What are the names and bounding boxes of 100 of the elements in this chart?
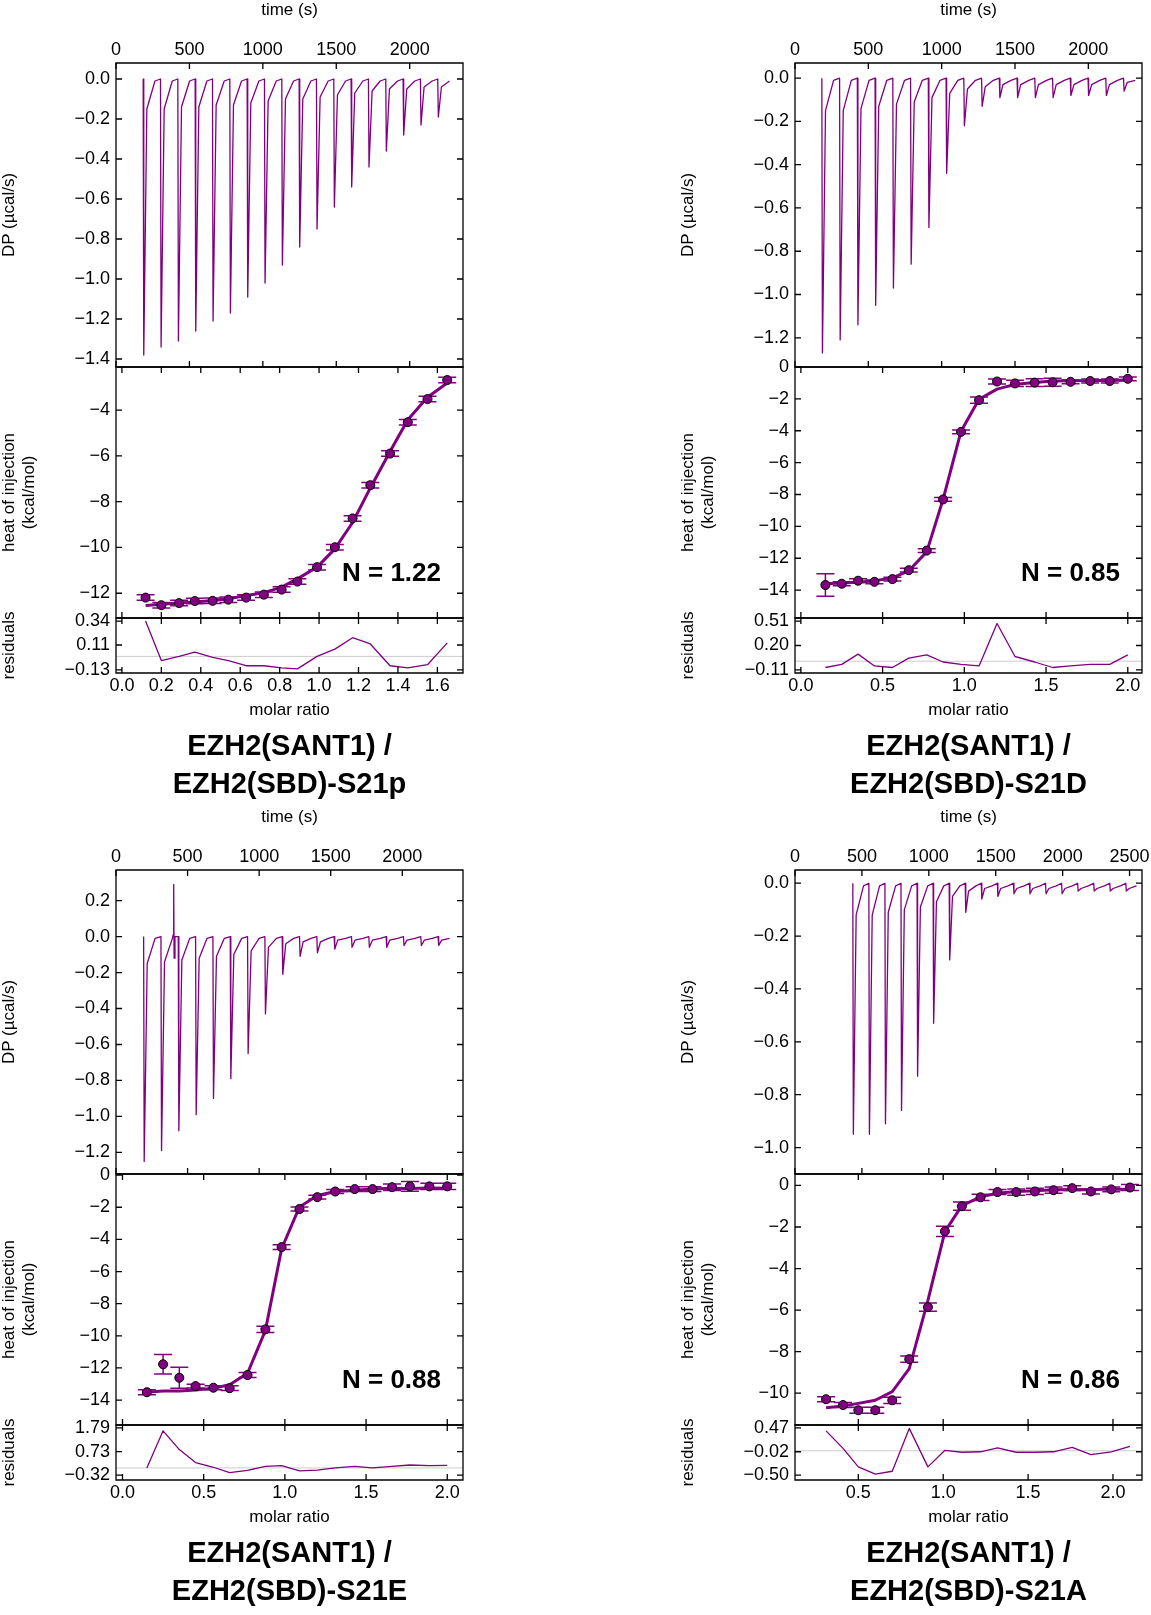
y-tick-label: 0.34 — [74, 610, 110, 631]
x-tick-label: 1.5 — [1015, 1481, 1041, 1502]
x-axis-title: molar ratio — [928, 700, 1009, 720]
point — [349, 1184, 360, 1195]
point — [442, 375, 453, 386]
y-axis-title: residuals — [678, 1418, 698, 1487]
text: EZH2(SANT1) / EZH2(SBD)-S21D — [849, 728, 1088, 801]
point — [424, 1181, 435, 1192]
x-tick-label: 2.0 — [434, 1481, 460, 1502]
y-tick-label: −0.2 — [74, 107, 110, 128]
x-tick-label: 1.0 — [272, 1481, 298, 1502]
y-tick-label: 0 — [778, 355, 789, 376]
y-tick-label: −0.2 — [74, 961, 110, 982]
x-tick-label: 500 — [172, 846, 203, 867]
y-tick-label: 0.11 — [76, 633, 110, 654]
y-tick-label: −8 — [89, 1292, 110, 1313]
y-tick-label: −1.0 — [74, 267, 110, 288]
x-tick-label: 0.5 — [870, 674, 896, 695]
point — [224, 1383, 235, 1394]
point — [821, 1394, 832, 1405]
y-tick-label: −0.8 — [753, 1083, 789, 1104]
point — [869, 576, 880, 587]
y-tick-label: −10 — [758, 515, 789, 536]
point — [1010, 378, 1020, 389]
x-tick-label: 1000 — [239, 846, 280, 867]
point — [853, 575, 864, 586]
y-tick-label: 0.0 — [763, 67, 789, 88]
x-tick-label: 2.0 — [1115, 674, 1141, 695]
y-axis-title: heat of injection (kcal/mol) — [0, 432, 39, 553]
x-axis-title: time (s) — [940, 0, 997, 19]
y-axis-title: DP (µcal/s) — [0, 979, 19, 1065]
point — [312, 562, 323, 573]
point — [975, 1192, 986, 1203]
x-tick-label: 1500 — [994, 39, 1036, 60]
point — [422, 394, 433, 405]
point — [404, 1181, 415, 1192]
y-tick-label: −14 — [758, 579, 789, 600]
point — [140, 592, 151, 603]
point — [347, 513, 358, 524]
y-tick-label: −10 — [79, 1324, 110, 1345]
x-axis-title: molar ratio — [249, 1507, 330, 1527]
x-tick-label: 2000 — [1042, 846, 1083, 867]
y-tick-label: −2 — [768, 387, 789, 408]
y-tick-label: −0.4 — [753, 153, 789, 174]
point — [156, 600, 167, 611]
y-axis-title: residuals — [0, 611, 19, 680]
y-tick-label: −6 — [768, 451, 789, 472]
point — [1065, 376, 1076, 387]
point — [294, 1204, 305, 1215]
x-tick-label: 0.6 — [227, 674, 253, 695]
point — [276, 1242, 287, 1253]
y-tick-label: −2 — [768, 1215, 789, 1236]
y-tick-label: −0.2 — [753, 925, 789, 946]
x-tick-label: 500 — [853, 39, 884, 60]
x-tick-label: 1.4 — [385, 674, 411, 695]
x-axis-title: time (s) — [261, 0, 318, 19]
y-tick-label: −4 — [89, 399, 110, 420]
y-tick-label: 0.0 — [763, 872, 789, 893]
x-tick-label: 0.8 — [267, 674, 293, 695]
x-tick-label: 1000 — [908, 846, 949, 867]
point — [921, 545, 932, 556]
point — [1122, 373, 1133, 384]
text: EZH2(SANT1) / EZH2(SBD)-S21p — [171, 728, 408, 801]
y-tick-label: −1.0 — [753, 283, 789, 304]
point — [974, 395, 985, 406]
point — [1029, 1186, 1040, 1197]
y-tick-label: −14 — [79, 1389, 110, 1410]
y-tick-label: 0 — [778, 1174, 789, 1195]
y-axis-title: residuals — [0, 1418, 19, 1487]
y-tick-label: 0 — [99, 1164, 110, 1185]
x-tick-label: 1500 — [975, 846, 1016, 867]
point — [442, 1181, 453, 1192]
y-tick-label: 0.47 — [753, 1416, 789, 1437]
y-tick-label: −2 — [89, 1196, 110, 1217]
point — [1048, 1185, 1059, 1196]
x-tick-label: 0.5 — [845, 1481, 871, 1502]
point — [1085, 1186, 1096, 1197]
y-tick-label: −0.6 — [753, 1030, 789, 1051]
y-tick-label: −4 — [768, 419, 789, 440]
y-axis-title: DP (µcal/s) — [678, 979, 698, 1065]
text: EZH2(SANT1) / EZH2(SBD)-S21E — [170, 1535, 409, 1608]
point — [329, 542, 340, 553]
annotation: N = 0.88 — [341, 1364, 441, 1395]
y-tick-label: −0.8 — [753, 240, 789, 261]
x-tick-label: 0.5 — [191, 1481, 217, 1502]
point — [190, 1381, 201, 1392]
y-tick-label: −1.0 — [74, 1105, 110, 1126]
x-tick-label: 1000 — [921, 39, 962, 60]
annotation: N = 1.22 — [341, 557, 441, 588]
y-tick-label: −6 — [89, 444, 110, 465]
y-tick-label: −12 — [758, 547, 789, 568]
point — [939, 1226, 950, 1237]
point — [223, 594, 234, 605]
point — [260, 1324, 271, 1335]
point — [1029, 377, 1040, 388]
y-tick-label: 0.0 — [84, 67, 110, 88]
y-tick-label: 0.0 — [84, 925, 110, 946]
y-tick-label: −10 — [758, 1382, 789, 1403]
y-tick-label: −12 — [79, 582, 110, 603]
point — [956, 426, 967, 437]
